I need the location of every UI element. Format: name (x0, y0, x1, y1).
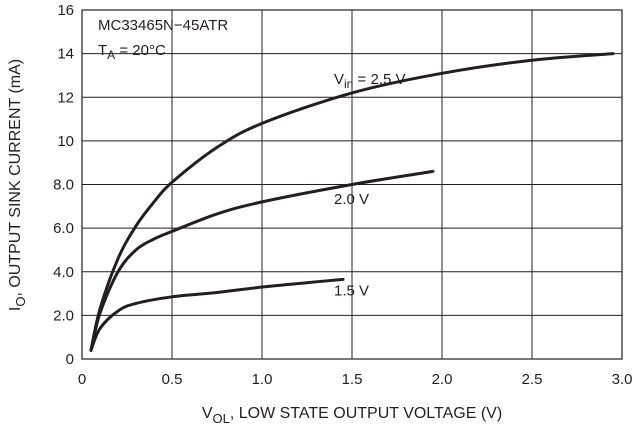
y-tick-label: 6.0 (53, 220, 74, 237)
x-tick-label: 0.5 (162, 371, 183, 388)
y-tick-label: 8.0 (53, 177, 74, 194)
y-tick-label: 14 (57, 46, 74, 63)
x-axis-label: VOL, LOW STATE OUTPUT VOLTAGE (V) (202, 405, 502, 426)
x-tick-label: 2.0 (432, 371, 453, 388)
device-annotation: MC33465N−45ATR TA = 20°C (98, 17, 228, 62)
x-tick-label: 1.5 (342, 371, 363, 388)
y-tick-label: 4.0 (53, 264, 74, 281)
grid (81, 9, 623, 360)
series-curve (89, 277, 345, 352)
x-tick-label: 1.0 (252, 371, 273, 388)
series-curve (89, 169, 435, 352)
x-tick-label: 2.5 (522, 371, 543, 388)
series-label: 1.5 V (334, 283, 369, 300)
y-tick-label: 16 (57, 2, 74, 19)
x-tick-label: 0 (78, 371, 86, 388)
x-tick-label: 3.0 (612, 371, 633, 388)
curve-labels: Vin = 2.5 V 2.0 V 1.5 V (334, 71, 405, 300)
y-tick-label: 10 (57, 133, 74, 150)
y-tick-label: 12 (57, 89, 74, 106)
y-tick-label: 2.0 (53, 307, 74, 324)
series-label: 2.0 V (334, 191, 369, 208)
series-label: Vin = 2.5 V (334, 71, 405, 91)
part-number-label: MC33465N−45ATR (98, 17, 228, 34)
series-curve (89, 52, 615, 352)
y-axis-label: IO, OUTPUT SINK CURRENT (mA) (7, 59, 28, 311)
plot-frame (81, 9, 623, 360)
temperature-label: TA = 20°C (98, 42, 166, 62)
y-tick-label: 0 (66, 351, 74, 368)
tick-labels: 0 0.5 1.0 1.5 2.0 2.5 3.0 0 2.0 4.0 6.0 8.0 10 12 14 16 (53, 2, 632, 388)
curves (89, 52, 615, 352)
